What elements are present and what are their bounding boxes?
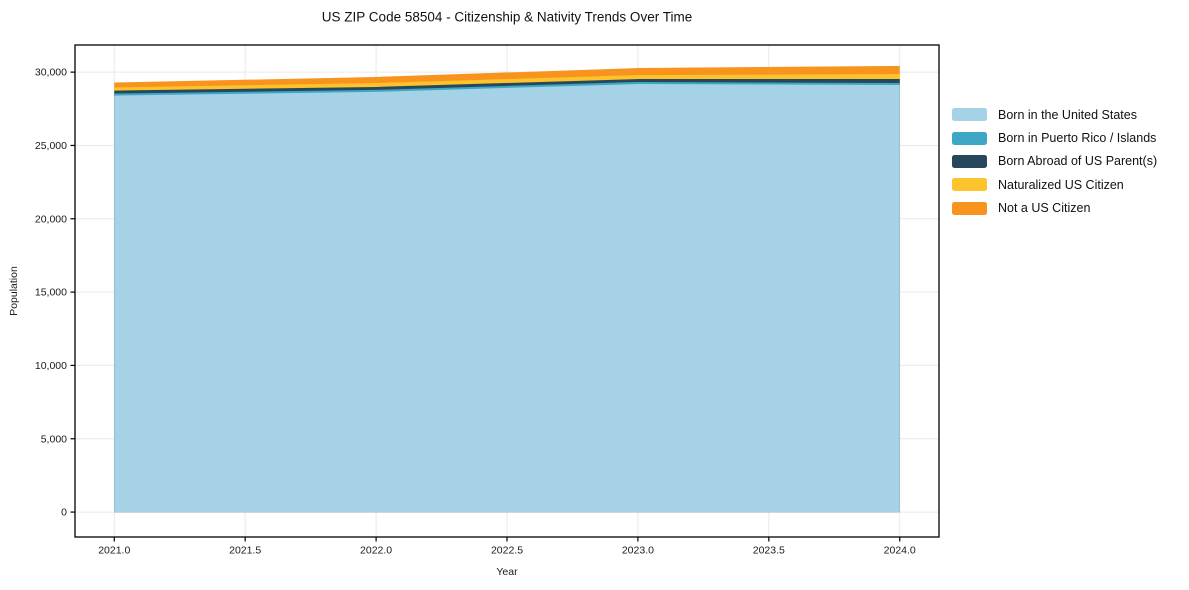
y-tick-label: 10,000 xyxy=(35,360,67,372)
y-axis-label: Population xyxy=(8,266,20,316)
legend-item-1: Born in Puerto Rico / Islands xyxy=(952,126,1157,149)
legend-label: Born in Puerto Rico / Islands xyxy=(998,131,1157,146)
legend-item-2: Born Abroad of US Parent(s) xyxy=(952,150,1157,173)
x-tick-label: 2022.0 xyxy=(360,545,392,557)
legend-label: Born Abroad of US Parent(s) xyxy=(998,154,1158,169)
legend-swatch-icon xyxy=(952,201,987,215)
y-tick-label: 30,000 xyxy=(35,67,67,79)
legend-label: Born in the United States xyxy=(998,107,1137,122)
legend-item-4: Not a US Citizen xyxy=(952,197,1157,220)
x-tick-label: 2023.5 xyxy=(753,545,785,557)
x-tick-label: 2021.0 xyxy=(98,545,130,557)
legend-swatch-icon xyxy=(952,154,987,168)
y-tick-label: 20,000 xyxy=(35,213,67,225)
legend-item-3: Naturalized US Citizen xyxy=(952,173,1157,196)
legend-item-0: Born in the United States xyxy=(952,103,1157,126)
x-tick-label: 2022.5 xyxy=(491,545,523,557)
y-tick-label: 15,000 xyxy=(35,287,67,299)
legend-swatch-icon xyxy=(952,108,987,122)
y-tick-label: 5,000 xyxy=(41,433,67,445)
legend-swatch-icon xyxy=(952,131,987,145)
legend: Born in the United States Born in Puerto … xyxy=(952,103,1157,220)
y-tick-label: 25,000 xyxy=(35,140,67,152)
x-tick-label: 2024.0 xyxy=(884,545,916,557)
chart-title: US ZIP Code 58504 - Citizenship & Nativi… xyxy=(321,9,693,25)
legend-label: Naturalized US Citizen xyxy=(998,177,1124,192)
y-tick-label: 0 xyxy=(61,507,67,519)
x-tick-label: 2021.5 xyxy=(229,545,261,557)
legend-swatch-icon xyxy=(952,178,987,192)
x-tick-label: 2023.0 xyxy=(622,545,654,557)
area-series-0 xyxy=(114,84,900,513)
x-axis-label: Year xyxy=(496,566,518,578)
legend-label: Not a US Citizen xyxy=(998,201,1091,216)
